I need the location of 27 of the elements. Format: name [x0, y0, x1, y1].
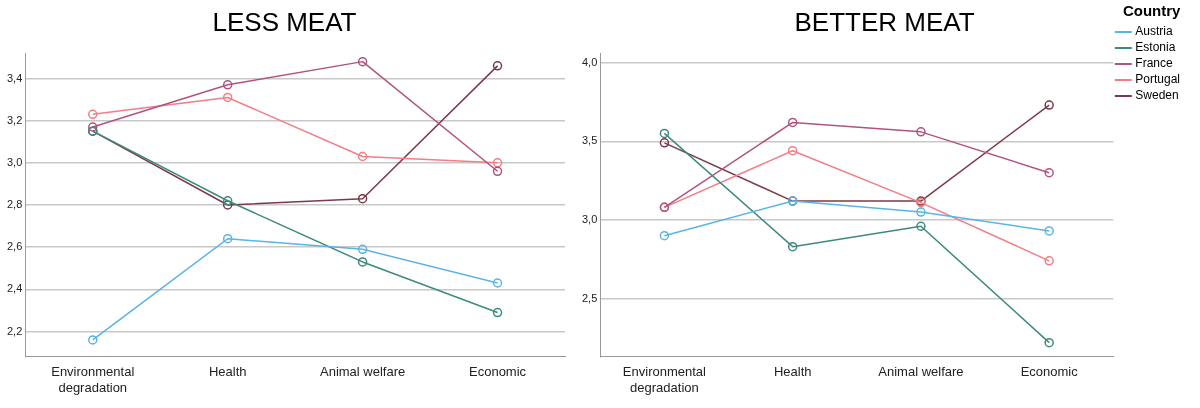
y-tick-label: 4,0 — [581, 55, 598, 68]
y-tick-label: 2,4 — [6, 282, 23, 295]
legend-label: Austria — [1135, 24, 1173, 39]
y-tick-label: 2,5 — [581, 291, 598, 304]
chart-title: LESS MEAT — [212, 6, 357, 37]
legend-label: France — [1135, 56, 1173, 71]
x-tick-label: Economic — [1020, 364, 1079, 380]
x-tick-label: Economic — [469, 364, 527, 380]
legend-label: Sweden — [1135, 88, 1179, 103]
y-tick-label: 2,6 — [6, 240, 23, 253]
x-tick-label: Environmental degradation — [622, 364, 707, 395]
x-tick-label: Animal welfare — [319, 364, 406, 380]
legend-label: Portugal — [1135, 72, 1181, 87]
y-tick-label: 2,8 — [6, 198, 23, 211]
y-tick-label: 3,2 — [6, 113, 23, 126]
x-tick-label: Animal welfare — [878, 364, 964, 380]
y-tick-label: 3,0 — [581, 212, 598, 225]
y-tick-label: 3,5 — [581, 134, 598, 147]
x-tick-label: Health — [773, 364, 812, 380]
y-tick-label: 2,2 — [6, 324, 23, 337]
legend-label: Estonia — [1135, 40, 1176, 55]
x-tick-label: Health — [208, 364, 247, 380]
x-tick-label: Environmental degradation — [51, 364, 135, 395]
legend-title: Country — [1122, 1, 1182, 19]
y-tick-label: 3,4 — [6, 71, 23, 84]
y-tick-label: 3,0 — [6, 155, 23, 168]
chart-title: BETTER MEAT — [794, 6, 975, 37]
